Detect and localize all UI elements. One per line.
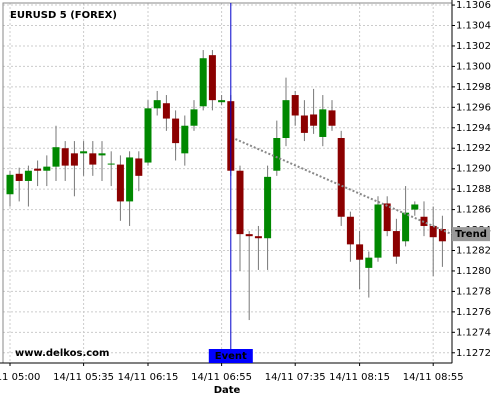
candle-body (346, 216, 354, 245)
candle-body (116, 164, 124, 202)
candle-body (89, 153, 97, 165)
candle-body (392, 231, 400, 257)
candle-body (34, 168, 42, 171)
x-tick-label: 14/11 05:00 (0, 372, 40, 383)
y-tick-label: 1.1286 (456, 205, 491, 216)
candle-body (181, 125, 189, 154)
event-label: Event (215, 351, 247, 362)
candle-body (98, 153, 106, 156)
candle-body (337, 138, 345, 217)
candle-body (365, 257, 373, 268)
candle-body (208, 55, 216, 101)
candle-body (52, 147, 60, 167)
candle-body (144, 108, 152, 163)
candle-body (172, 118, 180, 144)
candle-body (236, 170, 244, 235)
y-tick-label: 1.1280 (456, 266, 491, 277)
candle-body (190, 109, 198, 126)
y-tick-label: 1.1296 (456, 102, 491, 113)
y-tick-label: 1.1302 (456, 41, 491, 52)
candle-body (162, 103, 170, 119)
candle-body (429, 225, 437, 238)
y-tick-label: 1.1304 (456, 21, 491, 32)
candle-body (24, 170, 32, 181)
candle-body (199, 58, 207, 107)
candle-body (254, 236, 262, 239)
candle-body (411, 204, 419, 210)
y-tick-label: 1.1290 (456, 164, 491, 175)
y-tick-label: 1.1300 (456, 61, 491, 72)
candle-body (80, 151, 88, 154)
candle-body (61, 148, 69, 166)
candle-body (282, 100, 290, 138)
x-axis-title: Date (214, 385, 241, 396)
watermark: www.delkos.com (15, 348, 109, 359)
candle-body (43, 166, 51, 171)
y-tick-label: 1.1274 (456, 327, 491, 338)
y-tick-label: 1.1272 (456, 348, 491, 359)
candle-body (153, 100, 161, 109)
candle-body (300, 115, 308, 133)
candle-body (70, 153, 78, 166)
candle-body (402, 212, 410, 242)
x-tick-label: 14/11 05:35 (53, 372, 114, 383)
candle-body (438, 229, 446, 242)
candle-body (383, 203, 391, 232)
y-tick-label: 1.1292 (456, 143, 491, 154)
x-tick-label: 14/11 08:55 (403, 372, 464, 383)
candle-body (356, 244, 364, 260)
candle-body (291, 95, 299, 116)
x-tick-label: 14/11 06:15 (118, 372, 179, 383)
trend-line (234, 138, 453, 236)
candle-body (15, 173, 23, 181)
candle-body (135, 158, 143, 176)
y-tick-label: 1.1276 (456, 307, 491, 318)
trend-label: Trend (455, 229, 487, 240)
candle-body (245, 234, 253, 237)
candle-body (310, 114, 318, 126)
candle-body (374, 204, 382, 258)
candle-body (273, 138, 281, 171)
candle-body (126, 157, 134, 202)
trend-tag (452, 227, 490, 242)
candle-body (107, 163, 115, 165)
y-tick-label: 1.1288 (456, 184, 491, 195)
candle-body (6, 174, 14, 195)
y-tick-label: 1.1306 (456, 0, 491, 11)
event-tag (208, 349, 253, 363)
candle-body (218, 100, 226, 103)
x-tick-label: 14/11 07:35 (265, 372, 326, 383)
candle-body (264, 176, 272, 239)
x-tick-label: 14/11 06:55 (191, 372, 252, 383)
candle-body (319, 109, 327, 137)
candle-body (328, 110, 336, 126)
x-tick-label: 14/11 08:15 (329, 372, 390, 383)
y-tick-label: 1.1298 (456, 82, 491, 93)
y-tick-label: 1.1278 (456, 286, 491, 297)
y-tick-label: 1.1282 (456, 246, 491, 257)
chart-title: EURUSD 5 (FOREX) (10, 10, 117, 21)
y-tick-label: 1.1294 (456, 123, 491, 134)
